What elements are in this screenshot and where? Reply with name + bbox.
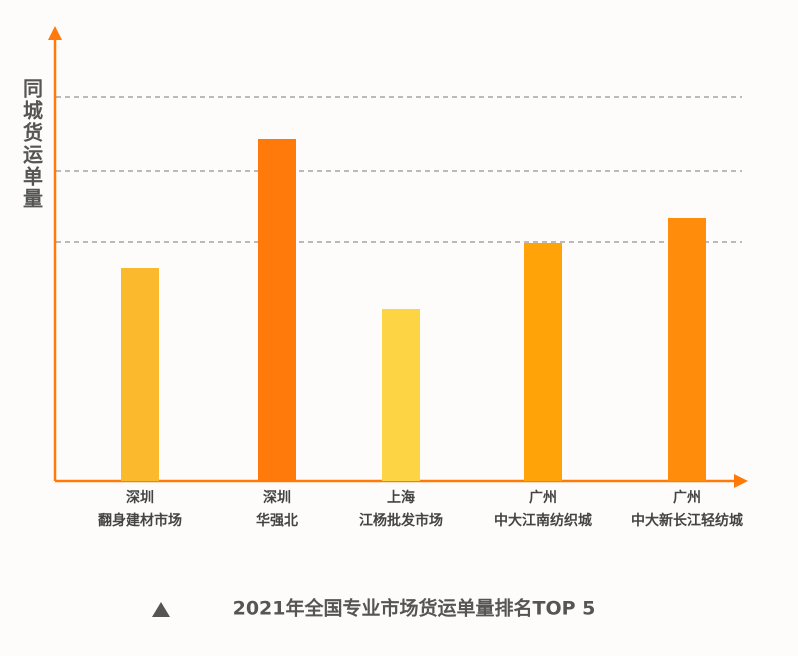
x-axis-arrow bbox=[734, 474, 748, 488]
x-tick-label: 上海 bbox=[387, 489, 415, 506]
y-axis-arrow bbox=[48, 26, 62, 40]
x-tick-label: 华强北 bbox=[256, 512, 298, 529]
bar bbox=[258, 139, 296, 481]
bar bbox=[382, 309, 420, 481]
x-tick-label: 中大江南纺织城 bbox=[494, 512, 592, 529]
x-tick-label: 广州 bbox=[673, 489, 701, 506]
chart-title: 2021年全国专业市场货运单量排名TOP 5 bbox=[233, 597, 596, 620]
x-tick-label: 广州 bbox=[529, 489, 557, 506]
x-tick-label: 深圳 bbox=[126, 489, 154, 506]
y-axis-label: 同城货运单量 bbox=[20, 78, 44, 210]
bar bbox=[668, 218, 706, 481]
bar bbox=[524, 243, 562, 481]
bar bbox=[121, 268, 159, 481]
x-tick-label: 深圳 bbox=[263, 489, 291, 506]
title-icon bbox=[152, 602, 170, 617]
x-tick-label: 翻身建材市场 bbox=[98, 512, 182, 529]
x-tick-label: 江杨批发市场 bbox=[359, 512, 443, 529]
x-tick-label: 中大新长江轻纺城 bbox=[631, 512, 743, 529]
